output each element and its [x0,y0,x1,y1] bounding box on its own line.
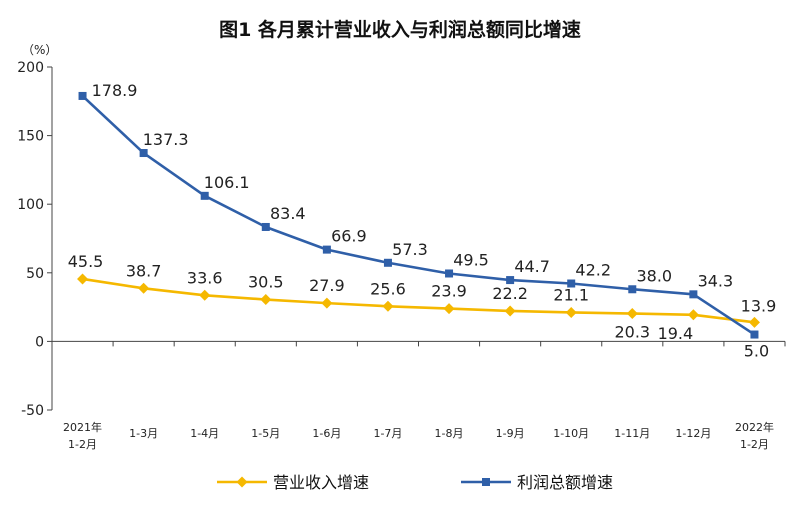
series-point [750,330,759,339]
legend-item-2: 利润总额增速 [461,473,613,492]
series-point [687,309,699,321]
data-label: 34.3 [698,271,734,290]
x-tick-label: 1-9月 [496,427,525,440]
x-tick-label: 1-10月 [553,427,589,440]
series-point [139,149,148,158]
x-tick-label: 1-7月 [373,427,402,440]
series-point [482,478,490,486]
series-point [236,476,248,488]
data-label: 57.3 [392,240,428,259]
data-label: 38.0 [636,266,672,285]
y-axis-unit: （%） [22,43,57,57]
x-tick-label: 2022年 [735,420,774,434]
data-label: 5.0 [744,342,769,361]
series-point [321,297,333,309]
data-label: 20.3 [614,323,650,342]
series-point [138,282,150,294]
data-label: 33.6 [187,268,223,287]
data-label: 23.9 [431,282,467,301]
data-label: 44.7 [514,257,550,276]
series-point [504,305,516,317]
legend-label: 营业收入增速 [273,473,369,492]
series-point [565,306,577,318]
series-line [82,277,755,324]
data-labels-layer: 45.5 38.7 33.6 30.5 27.9 25.6 23.9 22.2 21.1 20.3… [68,81,777,361]
x-tick-label: 2021年 [63,420,102,434]
data-label: 106.1 [204,173,250,192]
y-tick-label: 50 [26,266,44,282]
x-tick-label: 1-2月 [68,438,97,451]
data-label: 42.2 [575,261,611,280]
data-label: 30.5 [248,273,284,292]
data-label: 38.7 [126,261,162,280]
series-point [382,300,394,312]
axes: -50 0 50 100 150 200 2021年 1-2月 1-3月 1-4月 1-5月 1-6月… [17,60,786,451]
legend-label: 利润总额增速 [517,473,613,492]
series-point [443,303,455,315]
data-label: 137.3 [143,130,189,149]
series-point [628,285,637,294]
x-tick-label: 1-11月 [614,427,650,440]
y-tick-label: 150 [17,129,44,145]
data-label: 178.9 [92,81,138,100]
series-point [506,276,515,285]
data-label: 83.4 [270,204,306,223]
legend: 营业收入增速 利润总额增速 [217,473,613,492]
data-label: 19.4 [658,324,694,343]
data-label: 13.9 [741,296,777,315]
x-tick-label: 1-2月 [740,438,769,451]
series-2 [78,91,759,339]
data-label: 49.5 [453,250,489,269]
y-tick-label: -50 [21,403,44,419]
data-label: 21.1 [553,285,589,304]
series-point [445,269,454,278]
data-label: 66.9 [331,227,367,246]
data-label: 45.5 [68,252,104,271]
series-point [383,258,392,267]
data-label: 27.9 [309,276,345,295]
series-point [748,316,760,328]
data-label: 22.2 [492,284,528,303]
x-tick-label: 1-6月 [312,427,341,440]
y-tick-label: 0 [35,334,44,350]
series-point [261,222,270,231]
series-1 [77,273,760,328]
x-tick-label: 1-5月 [251,427,280,440]
series-line [81,95,756,336]
series-layer [77,91,760,339]
series-point [322,245,331,254]
series-point [260,294,272,306]
data-label: 25.6 [370,279,406,298]
series-point [200,191,209,200]
x-tick-label: 1-4月 [190,427,219,440]
x-tick-label: 1-3月 [129,427,158,440]
series-point [626,308,638,320]
x-tick-label: 1-8月 [435,427,464,440]
chart-title: 图1 各月累计营业收入与利润总额同比增速 [219,18,581,41]
series-point [78,91,87,100]
legend-item-1: 营业收入增速 [217,473,369,492]
series-point [77,273,89,285]
x-tick-label: 1-12月 [675,427,711,440]
series-point [199,289,211,301]
series-point [567,279,576,288]
y-tick-label: 200 [17,60,44,76]
y-tick-label: 100 [17,197,44,213]
series-point [689,290,698,299]
